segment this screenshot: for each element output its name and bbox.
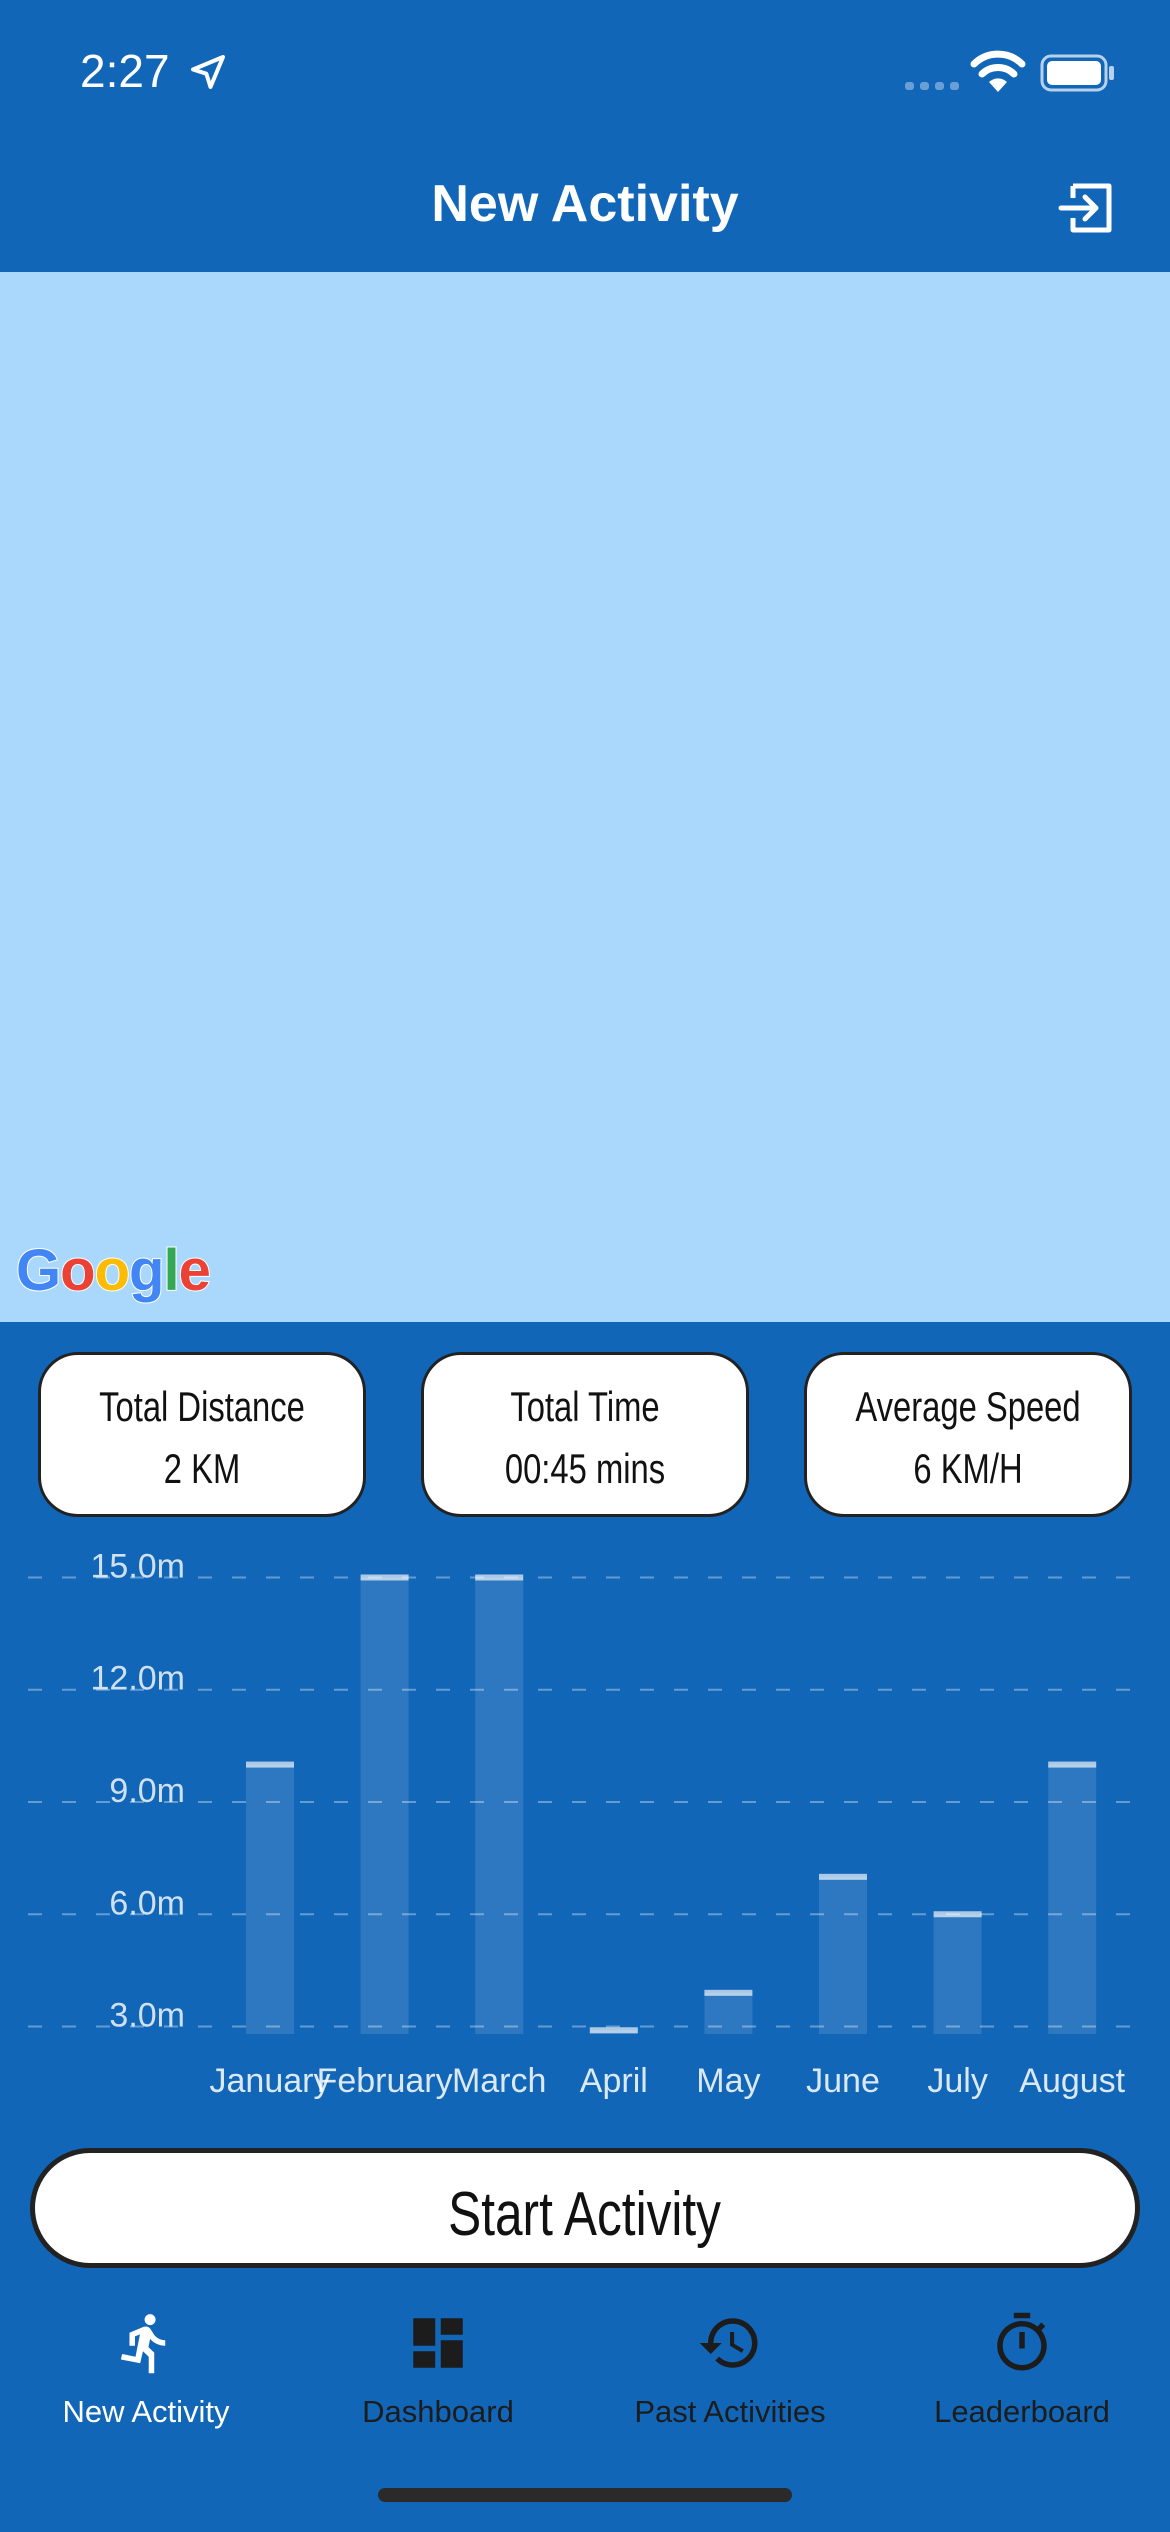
stat-card-speed: Average Speed 6 KM/H xyxy=(804,1352,1132,1517)
bar-cap xyxy=(933,1911,982,1918)
bar xyxy=(246,1764,294,2034)
bottom-tab-bar: New Activity Dashboard Past Activities L… xyxy=(0,2290,1170,2532)
home-indicator xyxy=(378,2488,792,2502)
y-tick-label: 9.0m xyxy=(109,1772,185,1810)
tab-dashboard[interactable]: Dashboard xyxy=(292,2310,584,2460)
status-bar: 2:27 xyxy=(0,0,1170,140)
top-app-bar: New Activity xyxy=(0,140,1170,272)
x-tick-label: April xyxy=(580,2062,648,2100)
bar-cap xyxy=(704,1989,753,1996)
stats-row: Total Distance 2 KM Total Time 00:45 min… xyxy=(0,1352,1170,1517)
x-tick-label: January xyxy=(210,2062,331,2100)
tab-label: Leaderboard xyxy=(934,2394,1110,2429)
start-activity-button[interactable]: Start Activity xyxy=(30,2148,1140,2268)
page-title: New Activity xyxy=(431,175,739,233)
history-icon xyxy=(699,2318,758,2368)
bar xyxy=(704,1992,753,2034)
bar xyxy=(819,1876,867,2034)
tab-new-activity[interactable]: New Activity xyxy=(0,2310,292,2460)
tab-label: Dashboard xyxy=(362,2394,514,2429)
tab-label: Past Activities xyxy=(634,2394,826,2429)
start-activity-label: Start Activity xyxy=(448,2180,722,2249)
stat-label: Total Time xyxy=(510,1383,660,1430)
wifi-icon xyxy=(970,50,1026,92)
status-time: 2:27 xyxy=(80,45,170,97)
bar-cap xyxy=(819,1873,867,1880)
y-tick-label: 6.0m xyxy=(109,1884,185,1922)
google-logo: Google xyxy=(15,1237,212,1304)
stat-value: 2 KM xyxy=(163,1445,241,1492)
x-tick-label: May xyxy=(696,2062,760,2100)
x-tick-label: March xyxy=(452,2062,546,2100)
bar-cap xyxy=(246,1761,294,1768)
bar xyxy=(360,1577,409,2034)
location-arrow-icon xyxy=(191,55,225,89)
battery-icon xyxy=(1040,54,1114,92)
stat-card-distance: Total Distance 2 KM xyxy=(38,1352,366,1517)
bar xyxy=(475,1577,524,2034)
bar-cap xyxy=(360,1574,409,1581)
y-tick-label: 3.0m xyxy=(109,1997,185,2035)
x-tick-label: February xyxy=(317,2062,453,2100)
stat-card-time: Total Time 00:45 mins xyxy=(421,1352,749,1517)
bar xyxy=(933,1914,982,2034)
runner-icon xyxy=(120,2314,166,2374)
bar-cap xyxy=(1048,1761,1097,1768)
stat-label: Total Distance xyxy=(99,1383,305,1430)
map-view[interactable]: Google xyxy=(0,272,1170,1322)
tab-leaderboard[interactable]: Leaderboard xyxy=(876,2310,1168,2460)
stat-value: 6 KM/H xyxy=(913,1445,1023,1492)
stat-value: 00:45 mins xyxy=(504,1445,666,1492)
bar xyxy=(1048,1764,1097,2034)
stat-label: Average Speed xyxy=(855,1383,1081,1430)
cellular-signal-icon xyxy=(905,82,959,90)
tab-past-activities[interactable]: Past Activities xyxy=(584,2310,876,2460)
x-tick-label: July xyxy=(927,2062,987,2100)
bar-cap xyxy=(475,1574,524,1581)
x-tick-label: August xyxy=(1019,2062,1125,2100)
dashboard-icon xyxy=(413,2318,463,2368)
y-tick-label: 12.0m xyxy=(91,1660,186,1698)
logout-icon[interactable] xyxy=(1055,176,1119,240)
y-tick-label: 15.0m xyxy=(91,1550,186,1585)
stopwatch-icon xyxy=(997,2312,1047,2371)
bar-cap xyxy=(589,2027,638,2034)
tab-label: New Activity xyxy=(62,2394,230,2429)
x-tick-label: June xyxy=(806,2062,880,2100)
